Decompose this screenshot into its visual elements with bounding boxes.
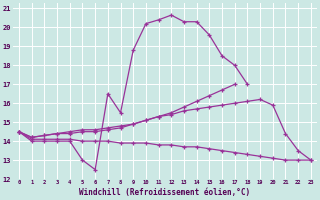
X-axis label: Windchill (Refroidissement éolien,°C): Windchill (Refroidissement éolien,°C) bbox=[79, 188, 251, 197]
